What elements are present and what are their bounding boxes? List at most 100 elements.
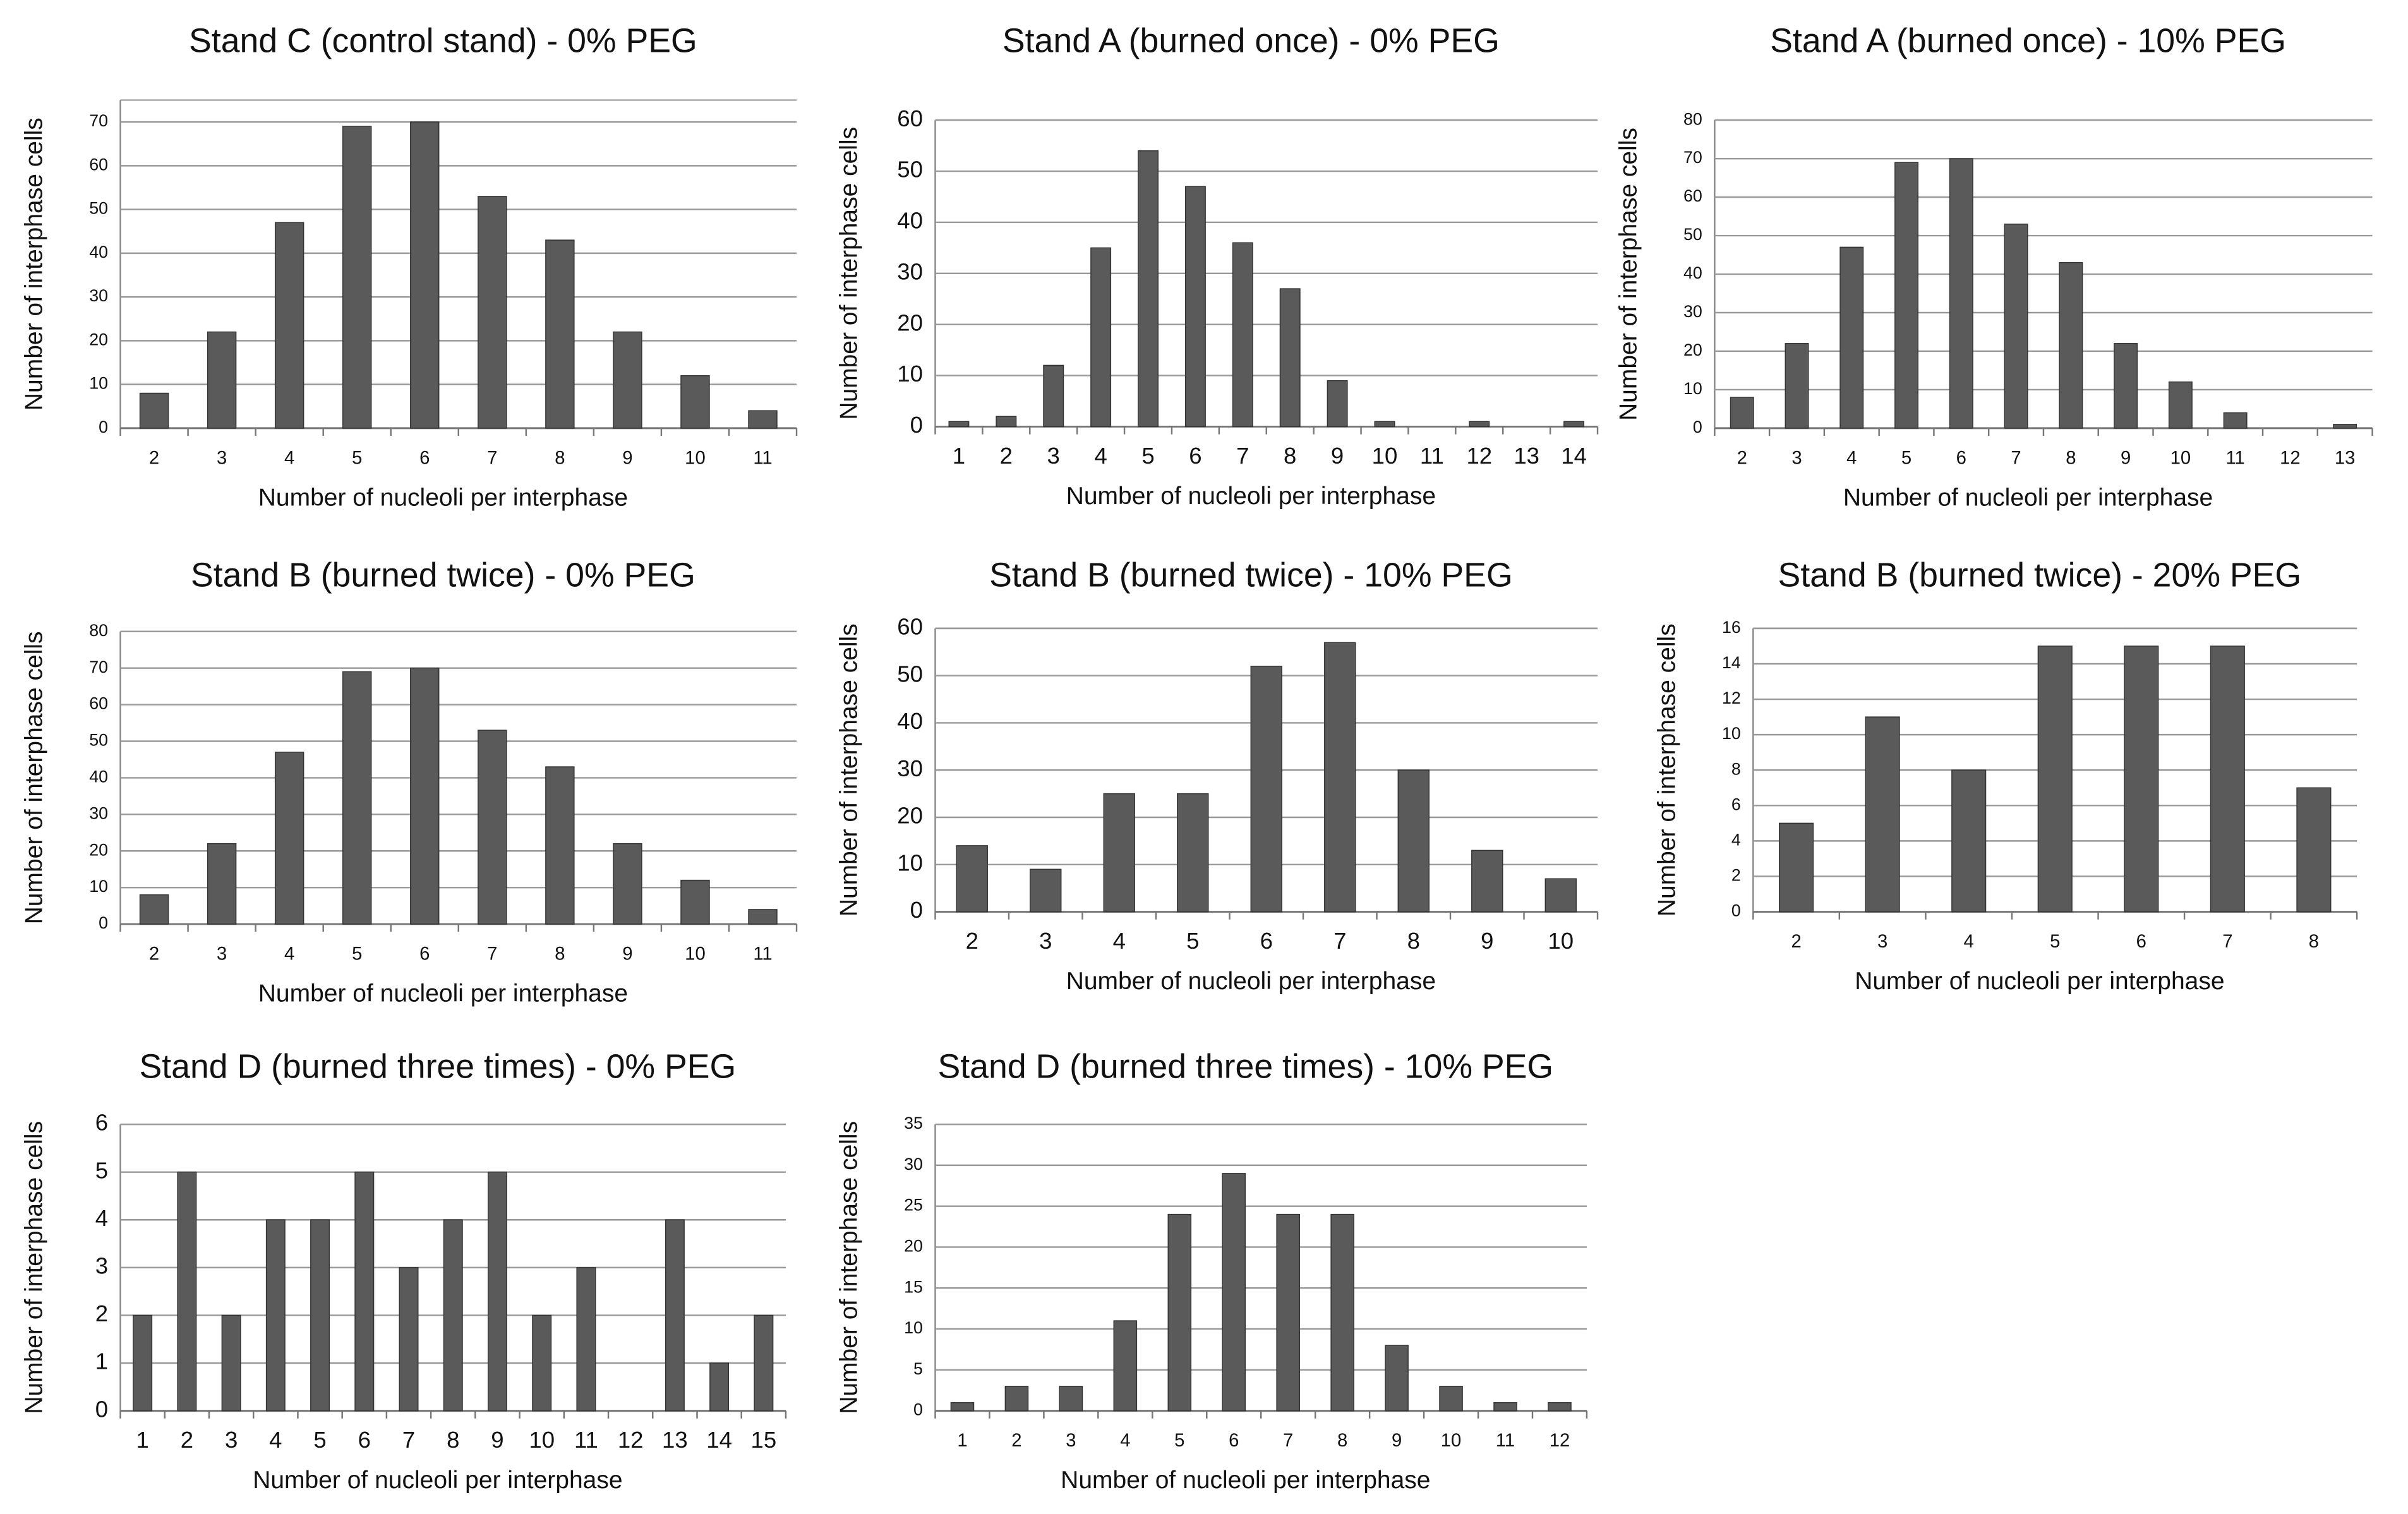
y-axis-label: Number of interphase cells xyxy=(1615,128,1642,421)
chart-title: Stand D (burned three times) - 0% PEG xyxy=(139,1047,736,1085)
y-tick-label: 50 xyxy=(89,731,108,750)
bar xyxy=(1177,793,1209,913)
x-tick-label: 7 xyxy=(402,1427,415,1453)
x-tick-label: 13 xyxy=(2335,448,2356,468)
x-tick-label: 12 xyxy=(618,1427,644,1453)
x-axis-label: Number of nucleoli per interphase xyxy=(1855,968,2224,995)
bar xyxy=(748,410,778,429)
bar xyxy=(1324,642,1356,913)
y-tick-label: 70 xyxy=(89,111,108,130)
x-tick-label: 1 xyxy=(953,443,965,469)
bar xyxy=(2059,262,2083,429)
y-tick-label: 80 xyxy=(1683,109,1702,128)
x-tick-label: 2 xyxy=(1737,448,1747,468)
y-tick-label: 30 xyxy=(897,258,923,284)
chart-title: Stand B (burned twice) - 0% PEG xyxy=(191,556,695,594)
bar xyxy=(265,1219,286,1412)
x-tick-label: 6 xyxy=(1956,448,1966,468)
x-tick-label: 1 xyxy=(957,1431,967,1451)
bar xyxy=(1397,769,1430,913)
bar xyxy=(1138,150,1159,428)
bar xyxy=(1374,421,1395,428)
x-tick-label: 12 xyxy=(2280,448,2301,468)
y-tick-label: 40 xyxy=(89,767,108,786)
bar xyxy=(948,421,970,428)
x-tick-label: 6 xyxy=(419,448,430,468)
bar xyxy=(274,752,304,925)
y-tick-label: 15 xyxy=(904,1277,923,1296)
x-tick-label: 7 xyxy=(487,448,497,468)
bar xyxy=(709,1362,730,1412)
y-tick-label: 10 xyxy=(897,850,923,875)
bar xyxy=(478,196,507,429)
bar xyxy=(1250,665,1282,913)
x-tick-label: 1 xyxy=(136,1427,148,1453)
x-tick-label: 6 xyxy=(2136,932,2146,952)
y-tick-label: 50 xyxy=(1683,225,1702,244)
y-tick-label: 14 xyxy=(1722,653,1741,672)
bar xyxy=(532,1314,552,1412)
x-tick-label: 11 xyxy=(2225,448,2244,468)
y-tick-label: 70 xyxy=(1683,148,1702,167)
x-axis-label: Number of nucleoli per interphase xyxy=(253,1467,622,1494)
chart-title: Stand B (burned twice) - 20% PEG xyxy=(1778,556,2302,594)
x-tick-label: 4 xyxy=(269,1427,282,1453)
bar xyxy=(1004,1386,1029,1412)
x-tick-label: 8 xyxy=(1284,443,1296,469)
bar xyxy=(207,331,237,429)
x-tick-label: 8 xyxy=(2066,448,2076,468)
y-tick-label: 4 xyxy=(1731,830,1741,849)
x-tick-label: 8 xyxy=(555,944,565,964)
x-tick-label: 8 xyxy=(2309,932,2319,952)
y-tick-label: 20 xyxy=(89,330,108,349)
x-tick-label: 10 xyxy=(1372,443,1398,469)
bar xyxy=(1839,246,1864,429)
bar xyxy=(665,1219,685,1412)
x-tick-label: 5 xyxy=(1141,443,1154,469)
bar xyxy=(956,845,988,913)
bar xyxy=(754,1314,774,1412)
x-tick-label: 6 xyxy=(358,1427,371,1453)
bar xyxy=(342,671,372,925)
bar xyxy=(748,909,778,925)
bar xyxy=(2124,646,2159,913)
y-tick-label: 0 xyxy=(95,1396,108,1422)
y-tick-label: 70 xyxy=(89,658,108,676)
bar xyxy=(133,1314,153,1412)
x-tick-label: 11 xyxy=(1420,443,1444,469)
x-tick-label: 8 xyxy=(447,1427,459,1453)
bar xyxy=(2296,787,2332,913)
y-tick-label: 20 xyxy=(904,1237,923,1256)
y-tick-label: 3 xyxy=(95,1253,108,1279)
y-tick-label: 10 xyxy=(904,1318,923,1337)
x-tick-label: 3 xyxy=(217,448,227,468)
y-tick-label: 50 xyxy=(897,157,923,183)
x-tick-label: 9 xyxy=(622,944,632,964)
x-tick-label: 9 xyxy=(1481,928,1493,954)
x-tick-label: 3 xyxy=(1066,1431,1076,1451)
x-tick-label: 2 xyxy=(149,448,159,468)
x-tick-label: 4 xyxy=(1120,1431,1130,1451)
y-tick-label: 30 xyxy=(89,803,108,822)
y-tick-label: 5 xyxy=(95,1157,108,1183)
y-tick-label: 10 xyxy=(89,877,108,896)
bar xyxy=(1167,1213,1192,1412)
y-tick-label: 60 xyxy=(1683,186,1702,205)
y-tick-label: 0 xyxy=(1693,418,1702,436)
y-tick-label: 20 xyxy=(1683,340,1702,359)
bar xyxy=(545,239,575,429)
y-tick-label: 10 xyxy=(1683,379,1702,398)
bar xyxy=(1779,822,1814,913)
y-tick-label: 30 xyxy=(897,755,923,781)
x-tick-label: 6 xyxy=(1260,928,1273,954)
bar xyxy=(1090,247,1112,428)
x-tick-label: 12 xyxy=(1550,1431,1570,1451)
bar xyxy=(1730,397,1754,429)
bar xyxy=(221,1314,241,1412)
y-tick-label: 0 xyxy=(99,418,108,436)
bar xyxy=(545,766,575,925)
bar xyxy=(1894,162,1918,429)
x-tick-label: 10 xyxy=(1441,1431,1462,1451)
y-tick-label: 4 xyxy=(95,1205,108,1231)
x-tick-label: 11 xyxy=(753,944,772,964)
